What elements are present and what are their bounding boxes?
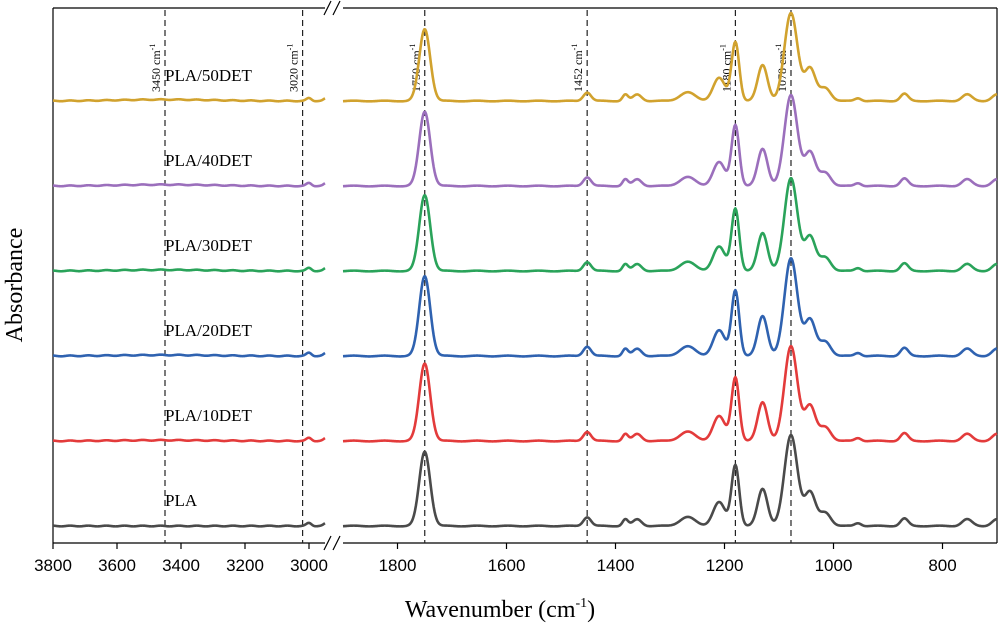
spectrum-line <box>342 11 998 103</box>
spectrum-line <box>52 351 326 358</box>
x-tick-label: 1400 <box>597 556 635 575</box>
series-label: PLA <box>165 491 198 510</box>
axis-break-mark <box>332 535 341 551</box>
x-tick-label: 1000 <box>815 556 853 575</box>
x-tick-label: 1800 <box>379 556 417 575</box>
x-axis-label: Wavenumber (cm-1) <box>405 596 595 623</box>
x-ticks: 3800 3600 3400 3200 3000 1800 1600 1400 1200 1000… <box>34 543 957 575</box>
x-tick-label: 800 <box>928 556 956 575</box>
axis-break-mark <box>323 0 332 16</box>
series-labels: PLA PLA/10DET PLA/20DET PLA/30DET PLA/40DET P… <box>165 66 253 510</box>
spectrum-line <box>342 257 998 358</box>
spectra <box>52 11 998 528</box>
reference-line-label: 1452 cm-1 <box>570 44 585 92</box>
series-label: PLA/10DET <box>165 406 253 425</box>
spectrum-line <box>52 521 326 528</box>
spectrum-line <box>52 266 326 273</box>
spectrum-line <box>342 93 998 188</box>
spectrum-line <box>342 176 998 273</box>
x-tick-label: 1600 <box>488 556 526 575</box>
axis-break-mark <box>332 0 341 16</box>
series-label: PLA/50DET <box>165 66 253 85</box>
axis-break-mark <box>323 535 332 551</box>
y-axis-label: Absorbance <box>2 228 28 343</box>
x-tick-label: 3200 <box>226 556 264 575</box>
spectrum-line <box>52 436 326 443</box>
x-axis-label-close: ) <box>587 597 595 623</box>
x-tick-label: 3400 <box>162 556 200 575</box>
x-axis-label-sup: -1 <box>576 596 588 611</box>
x-axis-label-main: Wavenumber (cm <box>405 597 576 623</box>
x-tick-label: 3000 <box>290 556 328 575</box>
reference-line-label: 3450 cm-1 <box>148 44 163 92</box>
reference-line-label: 3020 cm-1 <box>286 44 301 92</box>
x-tick-label: 1200 <box>706 556 744 575</box>
plot-frame <box>52 0 998 551</box>
spectrum-line <box>342 433 998 528</box>
spectrum-line <box>52 181 326 188</box>
x-tick-label: 3600 <box>98 556 136 575</box>
series-label: PLA/20DET <box>165 321 253 340</box>
series-label: PLA/30DET <box>165 236 253 255</box>
x-tick-label: 3800 <box>34 556 72 575</box>
spectrum-line <box>52 96 326 103</box>
series-label: PLA/40DET <box>165 151 253 170</box>
spectrum-line <box>342 345 998 443</box>
